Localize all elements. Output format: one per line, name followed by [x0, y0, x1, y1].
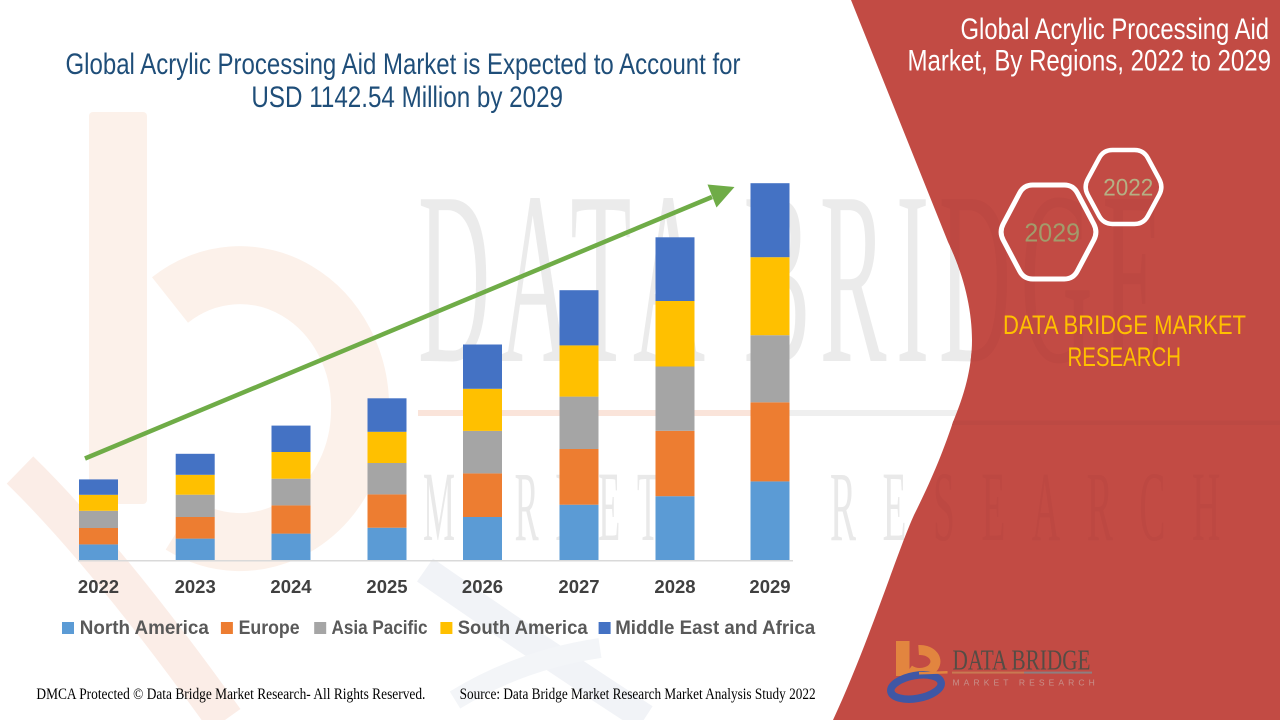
svg-text:MARKET RESEARCH: MARKET RESEARCH: [953, 678, 1099, 688]
svg-text:Global Acrylic Processing Aid: Global Acrylic Processing Aid: [961, 13, 1270, 46]
svg-text:RESEARCH: RESEARCH: [1068, 342, 1182, 372]
svg-text:2028: 2028: [654, 576, 695, 597]
svg-text:2029: 2029: [1024, 218, 1080, 248]
svg-text:DATA BRIDGE: DATA BRIDGE: [953, 645, 1091, 677]
svg-text:2029: 2029: [749, 576, 790, 597]
svg-text:USD 1142.54 Million by 2029: USD 1142.54 Million by 2029: [251, 81, 563, 114]
svg-text:2027: 2027: [558, 576, 599, 597]
svg-text:2026: 2026: [462, 576, 503, 597]
svg-text:Source: Data Bridge Market Res: Source: Data Bridge Market Research Mark…: [460, 686, 816, 703]
svg-text:North America: North America: [80, 618, 209, 639]
svg-text:2023: 2023: [175, 576, 216, 597]
svg-text:DATA BRIDGE MARKET: DATA BRIDGE MARKET: [1003, 310, 1246, 340]
svg-text:DMCA Protected © Data Bridge M: DMCA Protected © Data Bridge Market Rese…: [36, 686, 425, 703]
svg-text:MARKET: MARKET: [423, 452, 676, 562]
svg-text:2024: 2024: [270, 576, 312, 597]
svg-text:South America: South America: [458, 618, 588, 639]
svg-text:Asia Pacific: Asia Pacific: [332, 618, 428, 639]
svg-text:2022: 2022: [78, 576, 119, 597]
svg-text:2022: 2022: [1103, 174, 1153, 201]
svg-text:Market, By Regions, 2022 to 20: Market, By Regions, 2022 to 2029: [908, 44, 1272, 77]
svg-text:Europe: Europe: [239, 618, 300, 639]
svg-text:Middle East and Africa: Middle East and Africa: [615, 618, 815, 639]
svg-text:Global Acrylic Processing Aid: Global Acrylic Processing Aid Market is …: [66, 48, 741, 81]
svg-text:2025: 2025: [366, 576, 407, 597]
